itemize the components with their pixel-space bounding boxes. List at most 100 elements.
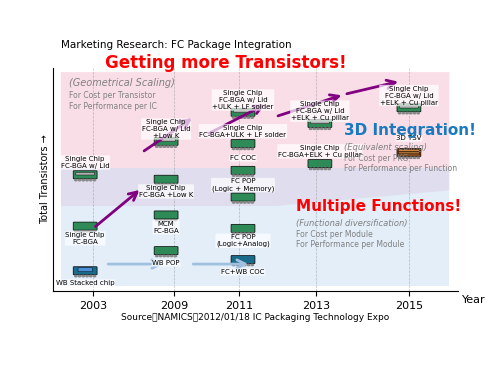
Circle shape bbox=[244, 175, 246, 176]
Text: Year: Year bbox=[462, 295, 485, 305]
Circle shape bbox=[170, 220, 173, 221]
Text: WB POP: WB POP bbox=[152, 260, 180, 266]
Circle shape bbox=[240, 233, 242, 234]
Circle shape bbox=[240, 264, 242, 266]
Circle shape bbox=[417, 157, 420, 159]
Circle shape bbox=[248, 117, 250, 118]
Circle shape bbox=[251, 233, 254, 234]
Circle shape bbox=[166, 146, 169, 147]
Circle shape bbox=[236, 117, 238, 118]
Circle shape bbox=[417, 112, 420, 114]
Circle shape bbox=[410, 157, 412, 159]
Circle shape bbox=[160, 220, 162, 221]
Circle shape bbox=[414, 112, 416, 114]
Text: Marketing Research: FC Package Integration: Marketing Research: FC Package Integrati… bbox=[61, 40, 292, 50]
Polygon shape bbox=[61, 72, 450, 206]
Text: Single Chip
FC-BGA+ELK + Cu pillar: Single Chip FC-BGA+ELK + Cu pillar bbox=[278, 145, 362, 158]
Circle shape bbox=[174, 255, 176, 257]
Circle shape bbox=[78, 231, 81, 232]
Circle shape bbox=[166, 220, 169, 221]
FancyBboxPatch shape bbox=[157, 139, 176, 141]
Circle shape bbox=[240, 148, 242, 150]
FancyBboxPatch shape bbox=[308, 119, 332, 128]
Circle shape bbox=[170, 146, 173, 147]
Circle shape bbox=[317, 168, 320, 170]
Circle shape bbox=[406, 157, 408, 159]
Text: 3D TSV: 3D TSV bbox=[396, 135, 421, 141]
FancyArrowPatch shape bbox=[108, 260, 160, 268]
Circle shape bbox=[313, 168, 316, 170]
FancyBboxPatch shape bbox=[73, 222, 97, 230]
Circle shape bbox=[166, 255, 169, 257]
FancyBboxPatch shape bbox=[154, 211, 178, 219]
Circle shape bbox=[93, 231, 96, 232]
Circle shape bbox=[244, 117, 246, 118]
FancyBboxPatch shape bbox=[398, 153, 419, 155]
FancyBboxPatch shape bbox=[154, 247, 178, 255]
Text: For Cost per Transistor
For Performance per IC: For Cost per Transistor For Performance … bbox=[69, 92, 157, 111]
Text: Single Chip
FC-BGA: Single Chip FC-BGA bbox=[66, 232, 105, 245]
Circle shape bbox=[251, 202, 254, 203]
Polygon shape bbox=[61, 168, 450, 286]
Circle shape bbox=[90, 180, 92, 181]
Circle shape bbox=[317, 128, 320, 129]
Circle shape bbox=[232, 202, 235, 203]
Text: (Geometrical Scaling): (Geometrical Scaling) bbox=[69, 78, 175, 88]
Circle shape bbox=[93, 180, 96, 181]
Circle shape bbox=[156, 184, 158, 185]
Circle shape bbox=[236, 233, 238, 234]
Circle shape bbox=[398, 112, 401, 114]
Text: Single Chip
FC-BGA w/ Lid
+Low K: Single Chip FC-BGA w/ Lid +Low K bbox=[142, 119, 190, 139]
Circle shape bbox=[324, 128, 326, 129]
Circle shape bbox=[328, 168, 330, 170]
FancyArrowPatch shape bbox=[347, 80, 395, 94]
FancyBboxPatch shape bbox=[397, 148, 421, 156]
Circle shape bbox=[82, 180, 84, 181]
Circle shape bbox=[244, 233, 246, 234]
Circle shape bbox=[236, 264, 238, 266]
Circle shape bbox=[156, 220, 158, 221]
Circle shape bbox=[93, 276, 96, 277]
FancyBboxPatch shape bbox=[73, 267, 97, 275]
FancyBboxPatch shape bbox=[231, 193, 255, 201]
Circle shape bbox=[78, 180, 81, 181]
Circle shape bbox=[248, 175, 250, 176]
Circle shape bbox=[74, 180, 77, 181]
Text: FC POP
(Logic + Memory): FC POP (Logic + Memory) bbox=[212, 178, 274, 192]
Circle shape bbox=[248, 148, 250, 150]
Circle shape bbox=[244, 264, 246, 266]
Circle shape bbox=[74, 276, 77, 277]
Circle shape bbox=[163, 146, 166, 147]
FancyBboxPatch shape bbox=[397, 104, 421, 112]
Text: Multiple Functions!: Multiple Functions! bbox=[296, 198, 461, 213]
Circle shape bbox=[240, 202, 242, 203]
FancyBboxPatch shape bbox=[154, 175, 178, 183]
Circle shape bbox=[232, 175, 235, 176]
Text: FC POP
(Logic+Analog): FC POP (Logic+Analog) bbox=[216, 234, 270, 248]
Circle shape bbox=[90, 276, 92, 277]
Circle shape bbox=[251, 175, 254, 176]
Text: (Equivalent scaling): (Equivalent scaling) bbox=[344, 144, 427, 153]
FancyBboxPatch shape bbox=[76, 172, 94, 175]
Circle shape bbox=[82, 276, 84, 277]
Circle shape bbox=[244, 148, 246, 150]
Circle shape bbox=[174, 146, 176, 147]
Circle shape bbox=[86, 231, 88, 232]
Text: Single Chip
FC-BGA w/ Lid
+ELK + Cu pillar: Single Chip FC-BGA w/ Lid +ELK + Cu pill… bbox=[291, 101, 349, 121]
Circle shape bbox=[232, 264, 235, 266]
Circle shape bbox=[82, 231, 84, 232]
Circle shape bbox=[78, 276, 81, 277]
Circle shape bbox=[170, 255, 173, 257]
Circle shape bbox=[232, 117, 235, 118]
Circle shape bbox=[324, 168, 326, 170]
Text: 3D Integration!: 3D Integration! bbox=[344, 123, 476, 138]
Circle shape bbox=[398, 157, 401, 159]
Text: Single Chip
FC-BGA w/ Lid
+ELK + Cu pillar: Single Chip FC-BGA w/ Lid +ELK + Cu pill… bbox=[380, 86, 438, 105]
Circle shape bbox=[248, 202, 250, 203]
Circle shape bbox=[74, 231, 77, 232]
FancyBboxPatch shape bbox=[154, 137, 178, 145]
Text: MCM
FC-BGA: MCM FC-BGA bbox=[153, 221, 179, 234]
Circle shape bbox=[414, 157, 416, 159]
Circle shape bbox=[240, 175, 242, 176]
Text: Getting more Transistors!: Getting more Transistors! bbox=[106, 54, 347, 72]
